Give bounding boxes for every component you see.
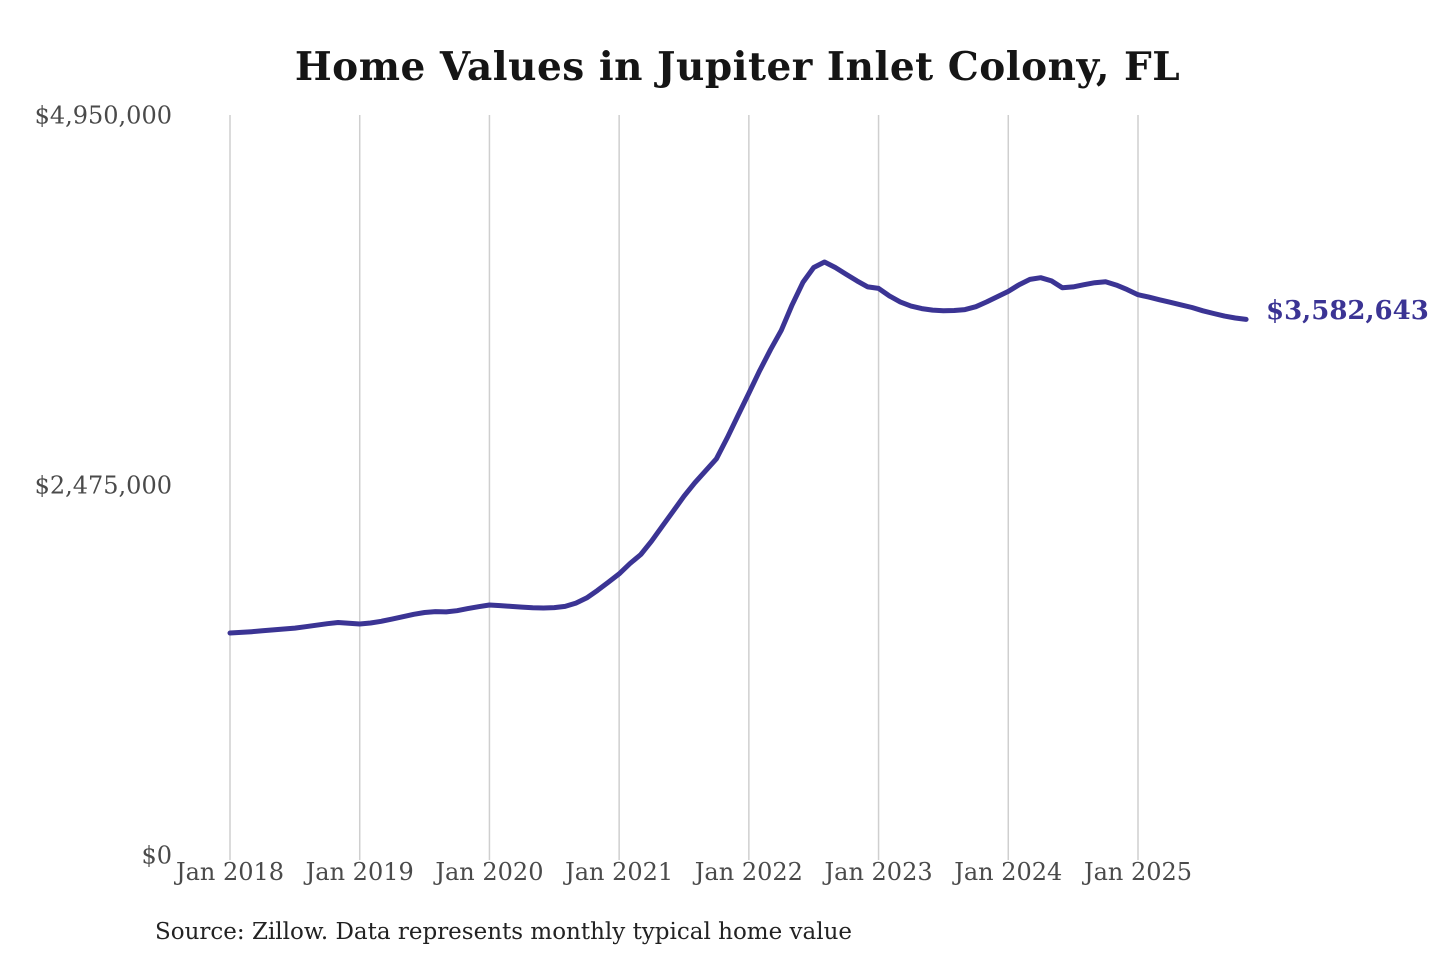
y-tick-label: $0 [141, 842, 172, 870]
x-tick-label: Jan 2023 [822, 858, 933, 886]
x-tick-label: Jan 2022 [692, 858, 803, 886]
x-tick-label: Jan 2021 [562, 858, 673, 886]
x-tick-label: Jan 2019 [303, 858, 414, 886]
y-tick-label: $2,475,000 [35, 472, 172, 500]
x-tick-label: Jan 2025 [1081, 858, 1192, 886]
x-tick-label: Jan 2024 [951, 858, 1062, 886]
home-value-line [227, 259, 1249, 636]
x-tick-label: Jan 2018 [173, 858, 284, 886]
chart-title: Home Values in Jupiter Inlet Colony, FL [294, 44, 1181, 90]
x-tick-label: Jan 2020 [432, 858, 543, 886]
latest-value-label: $3,582,643 [1266, 296, 1429, 326]
source-note: Source: Zillow. Data represents monthly … [155, 919, 853, 945]
y-tick-label: $4,950,000 [35, 102, 172, 130]
